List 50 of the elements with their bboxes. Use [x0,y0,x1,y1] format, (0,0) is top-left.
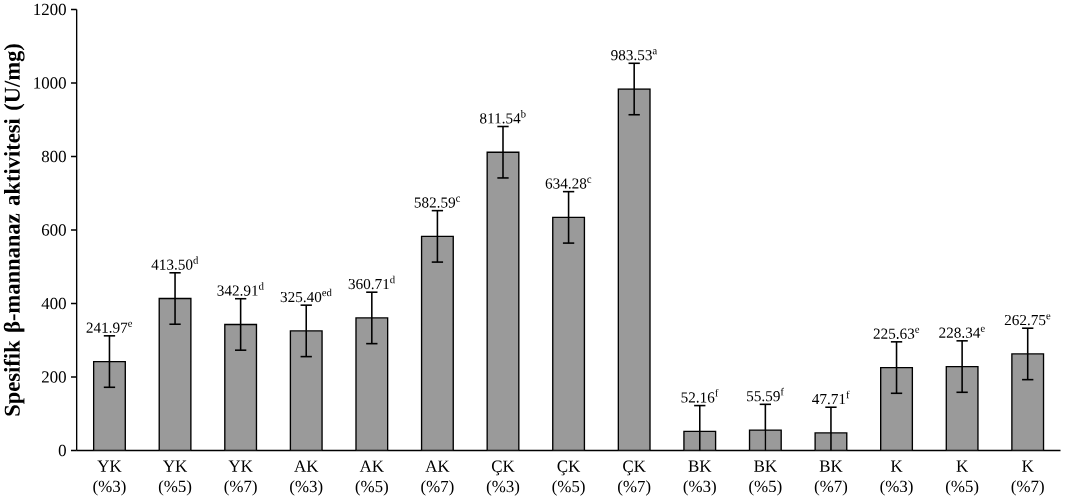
bar [946,366,978,451]
data-label: 47.71$^{f}$ [812,390,850,405]
data-label: 325.40$^{ed}$ [280,288,332,303]
bar [355,317,388,451]
y-tick-label: 200 [41,371,66,383]
bar [224,324,257,451]
data-label: 342.91$^{d}$ [217,282,264,296]
data-label: 228.34$^{e}$ [939,326,985,338]
bar [552,217,585,451]
x-tick-label: YK (%3) [93,460,126,496]
x-tick-label: K (%5) [945,460,979,496]
x-tick-label: ÇK (%7) [618,460,651,496]
x-tick-label: BK (%7) [814,460,848,496]
data-label: 360.71$^{d}$ [348,275,395,290]
x-tick-label: YK (%7) [224,460,257,496]
bar [93,361,126,451]
y-tick-label: 0 [58,444,66,456]
data-label: 634.28$^{c}$ [545,177,592,189]
y-tick-label: 1200 [34,3,66,15]
bar [618,88,651,451]
x-tick-label: ÇK (%3) [486,460,520,496]
x-tick-label: AK (%3) [290,460,323,496]
data-label: 55.59$^{f}$ [747,387,784,402]
bar [1011,353,1045,451]
bar [421,236,454,451]
y-tick-label: 400 [41,297,66,309]
x-tick-label: K (%7) [1011,460,1044,496]
data-label: 582.59$^{c}$ [414,196,461,208]
y-axis-title: Spesifik β-mannanaz aktivitesi (U/mg) [3,43,25,416]
bar [487,152,519,451]
y-tick-label: 600 [41,224,66,236]
data-label: 983.53$^{a}$ [611,49,658,61]
data-label: 262.75$^{e}$ [1004,313,1051,326]
y-tick-label: 800 [41,150,66,162]
y-tick-label: 1000 [34,77,66,89]
x-tick-label: BK (%3) [683,460,716,496]
data-label: 811.54$^{b}$ [480,109,526,124]
x-tick-label: BK (%5) [749,460,782,496]
bar [880,367,913,451]
x-tick-label: ÇK (%5) [552,460,585,496]
data-label: 52.16$^{f}$ [681,388,719,403]
data-label: 241.97$^{e}$ [86,321,133,333]
x-tick-label: K (%3) [880,460,913,496]
x-tick-label: YK (%5) [158,460,192,496]
x-tick-label: AK (%5) [355,460,388,496]
bar [159,298,191,451]
data-label: 225.63$^{e}$ [873,327,920,339]
x-tick-label: AK (%7) [421,460,454,496]
bar [290,330,323,451]
data-label: 413.50$^{d}$ [151,256,199,270]
